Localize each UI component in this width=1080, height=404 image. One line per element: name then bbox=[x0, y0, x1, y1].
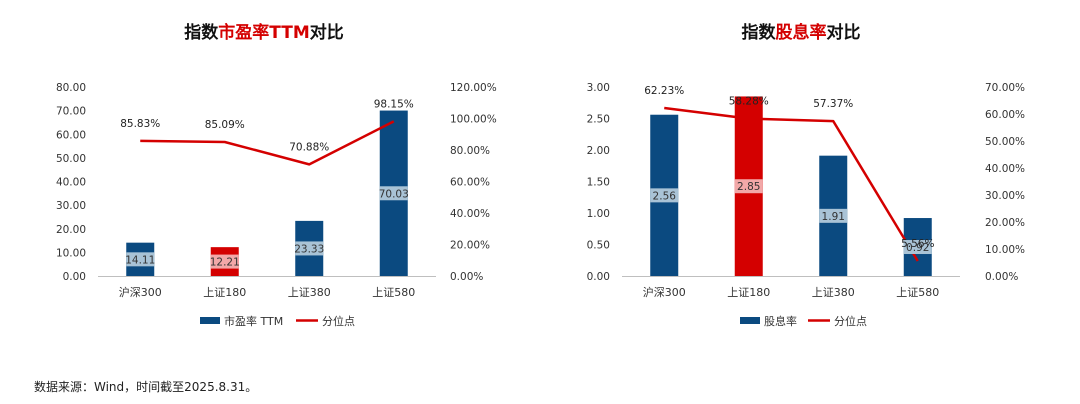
bar-value-label: 0.92 bbox=[906, 242, 929, 254]
bar-value-label: 70.03 bbox=[379, 188, 409, 200]
y-right-tick-label: 60.00% bbox=[450, 177, 490, 189]
y-right-tick-label: 50.00% bbox=[985, 136, 1025, 148]
x-tick-label: 上证380 bbox=[288, 286, 331, 299]
bar-value-label: 2.56 bbox=[653, 190, 677, 202]
line-value-label: 98.15% bbox=[374, 98, 414, 110]
y-left-tick-label: 1.00 bbox=[587, 208, 610, 220]
y-left-tick-label: 20.00 bbox=[56, 224, 86, 236]
x-tick-label: 沪深300 bbox=[643, 285, 686, 299]
y-right-tick-label: 20.00% bbox=[450, 240, 490, 252]
bar-value-label: 23.33 bbox=[294, 243, 324, 255]
bar-label-box bbox=[210, 254, 239, 269]
y-right-tick-label: 70.00% bbox=[985, 82, 1025, 94]
y-right-tick-label: 120.00% bbox=[450, 82, 497, 94]
legend-bar-label: 股息率 bbox=[764, 314, 797, 328]
y-right-tick-label: 30.00% bbox=[985, 190, 1025, 202]
legend-bar-swatch bbox=[200, 317, 220, 324]
y-left-tick-label: 40.00 bbox=[56, 177, 86, 189]
bar-value-label: 14.11 bbox=[125, 254, 155, 266]
x-tick-label: 沪深300 bbox=[119, 285, 162, 299]
chart-title: 指数股息率对比 bbox=[742, 22, 861, 43]
y-left-tick-label: 0.50 bbox=[587, 240, 610, 252]
y-left-tick-label: 2.50 bbox=[587, 114, 610, 126]
y-left-tick-label: 50.00 bbox=[56, 153, 86, 165]
line-value-label: 85.09% bbox=[205, 119, 245, 131]
line-value-label: 58.28% bbox=[729, 96, 769, 108]
source-footnote: 数据来源：Wind，时间截至2025.8.31。 bbox=[34, 380, 258, 394]
x-tick-label: 上证580 bbox=[896, 286, 939, 299]
y-right-tick-label: 40.00% bbox=[450, 208, 490, 220]
y-right-tick-label: 60.00% bbox=[985, 109, 1025, 121]
y-right-tick-label: 40.00% bbox=[985, 163, 1025, 175]
x-tick-label: 上证380 bbox=[812, 286, 855, 299]
line-value-label: 62.23% bbox=[644, 85, 684, 97]
y-right-tick-label: 100.00% bbox=[450, 114, 497, 126]
percentile-line bbox=[140, 120, 395, 166]
x-tick-label: 上证580 bbox=[372, 286, 415, 299]
y-right-tick-label: 0.00% bbox=[985, 271, 1018, 283]
y-right-tick-label: 20.00% bbox=[985, 217, 1025, 229]
legend-bar-label: 市盈率 TTM bbox=[224, 314, 283, 328]
y-right-tick-label: 80.00% bbox=[450, 145, 490, 157]
y-left-tick-label: 80.00 bbox=[56, 82, 86, 94]
chart-title-highlight: 市盈率TTM bbox=[218, 22, 310, 43]
chart-title-prefix: 指数 bbox=[184, 22, 219, 43]
x-tick-label: 上证180 bbox=[727, 286, 770, 299]
y-left-tick-label: 60.00 bbox=[56, 129, 86, 141]
x-tick-label: 上证180 bbox=[203, 286, 246, 299]
chart-title-highlight: 股息率 bbox=[776, 22, 827, 43]
line-value-label: 85.83% bbox=[120, 118, 160, 130]
chart-title: 指数市盈率TTM对比 bbox=[184, 22, 344, 43]
y-left-tick-label: 3.00 bbox=[587, 82, 610, 94]
bar-label-box bbox=[295, 241, 324, 256]
y-left-tick-label: 70.00 bbox=[56, 106, 86, 118]
bar-label-box bbox=[734, 179, 763, 194]
y-left-tick-label: 1.50 bbox=[587, 177, 610, 189]
bar-label-box bbox=[650, 188, 679, 203]
chart-1: 指数市盈率TTM对比 0.00 10.00 20.00 30.00 40.00 50.00 6… bbox=[56, 22, 497, 328]
percentile-line bbox=[664, 106, 919, 262]
chart-2: 指数股息率对比0.000.501.001.502.002.503.000.00%… bbox=[587, 22, 1025, 328]
y-left-tick-label: 30.00 bbox=[56, 200, 86, 212]
y-right-tick-label: 0.00% bbox=[450, 271, 483, 283]
y-left-tick-label: 0.00 bbox=[587, 271, 610, 283]
bar-label-box bbox=[819, 208, 848, 223]
bar-label-box bbox=[379, 186, 408, 201]
chart-title-suffix: 对比 bbox=[827, 22, 861, 43]
line-value-label: 57.37% bbox=[813, 98, 853, 110]
bar-value-label: 12.21 bbox=[210, 257, 240, 269]
y-left-tick-label: 0.00 bbox=[63, 271, 86, 283]
line-value-label: 70.88% bbox=[289, 141, 329, 153]
chart-title-suffix: 对比 bbox=[310, 22, 344, 43]
bar-label-box bbox=[126, 252, 155, 267]
legend-line-label: 分位点 bbox=[834, 314, 867, 328]
y-left-tick-label: 10.00 bbox=[56, 247, 86, 259]
line-value-label: 5.56% bbox=[901, 238, 934, 250]
y-right-tick-label: 10.00% bbox=[985, 244, 1025, 256]
bar-value-label: 2.85 bbox=[737, 181, 760, 193]
bar-value-label: 1.91 bbox=[822, 211, 845, 223]
legend-bar-swatch bbox=[740, 317, 760, 324]
legend-line-label: 分位点 bbox=[322, 314, 355, 328]
y-left-tick-label: 2.00 bbox=[587, 145, 610, 157]
bar-label-box bbox=[903, 240, 932, 255]
chart-title-prefix: 指数 bbox=[742, 22, 777, 43]
